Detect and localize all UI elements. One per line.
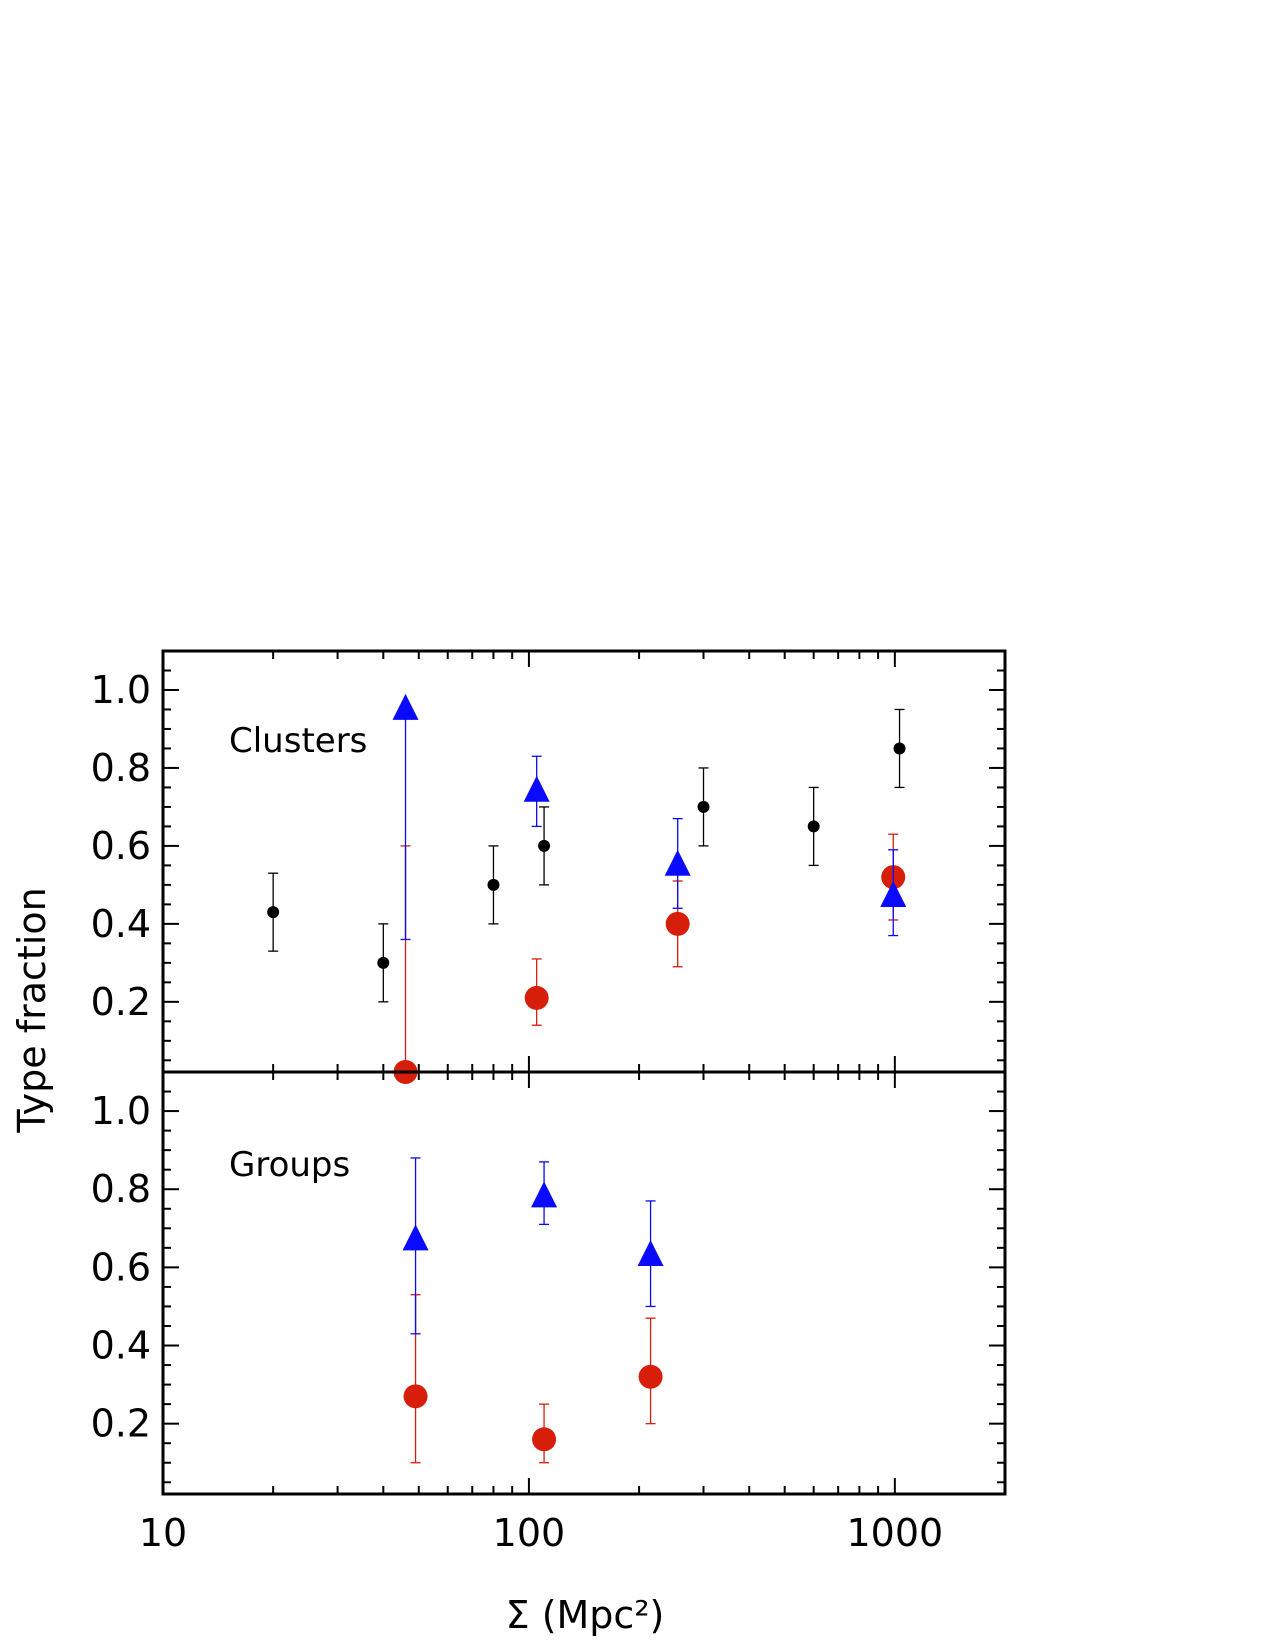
- data-point-circle: [638, 1364, 663, 1389]
- y-axis-title: Type fraction: [10, 887, 54, 1133]
- data-point-triangle: [392, 693, 419, 720]
- series-circle: [403, 1294, 663, 1464]
- y-tick-label: 0.4: [91, 1324, 151, 1368]
- data-point-circle: [665, 911, 690, 936]
- y-tick-label: 0.6: [91, 1245, 151, 1289]
- panel-frame: [161, 1070, 1007, 1496]
- y-tick-label: 0.4: [91, 902, 151, 946]
- data-point-triangle: [637, 1240, 664, 1267]
- y-tick-label: 0.2: [91, 980, 151, 1024]
- data-point-dot: [487, 878, 500, 891]
- y-tick-label: 0.6: [91, 824, 151, 868]
- panel-groups: 0.2 0.4 0.6 0.8 1.0 Groups: [91, 1089, 664, 1464]
- series-small-dot: [267, 708, 906, 1003]
- data-point-circle: [524, 985, 549, 1010]
- series-triangle: [392, 693, 907, 941]
- series-triangle: [402, 1157, 664, 1335]
- x-tick-label: 10: [139, 1511, 187, 1555]
- x-axis-title: Σ (Mpc²): [506, 1593, 665, 1637]
- y-tick-label: 0.8: [91, 746, 151, 790]
- data-point-triangle: [402, 1224, 429, 1251]
- data-point-dot: [538, 839, 551, 852]
- y-tick-label: 1.0: [91, 668, 151, 712]
- panel-clusters: 0.2 0.4 0.6 0.8 1.0 Clusters: [91, 668, 907, 1084]
- y-tick-label: 0.8: [91, 1167, 151, 1211]
- panel-label: Clusters: [229, 721, 367, 761]
- data-point-circle: [403, 1384, 428, 1409]
- x-tick-label: 100: [493, 1511, 566, 1555]
- data-point-dot: [377, 956, 390, 969]
- data-point-triangle: [880, 880, 907, 907]
- y-tick-label: 1.0: [91, 1089, 151, 1133]
- panel-frame: [161, 649, 1007, 1074]
- series-circle: [393, 833, 906, 1084]
- data-point-triangle: [523, 775, 550, 802]
- data-point-triangle: [664, 849, 691, 876]
- data-point-dot: [893, 742, 906, 755]
- data-point-dot: [267, 906, 280, 919]
- data-point-dot: [697, 800, 710, 813]
- data-point-dot: [807, 820, 820, 833]
- x-tick-label: 1000: [846, 1511, 943, 1555]
- data-point-circle: [532, 1427, 557, 1452]
- panel-label: Groups: [229, 1145, 350, 1185]
- y-tick-label: 0.2: [91, 1402, 151, 1446]
- data-point-triangle: [531, 1181, 558, 1208]
